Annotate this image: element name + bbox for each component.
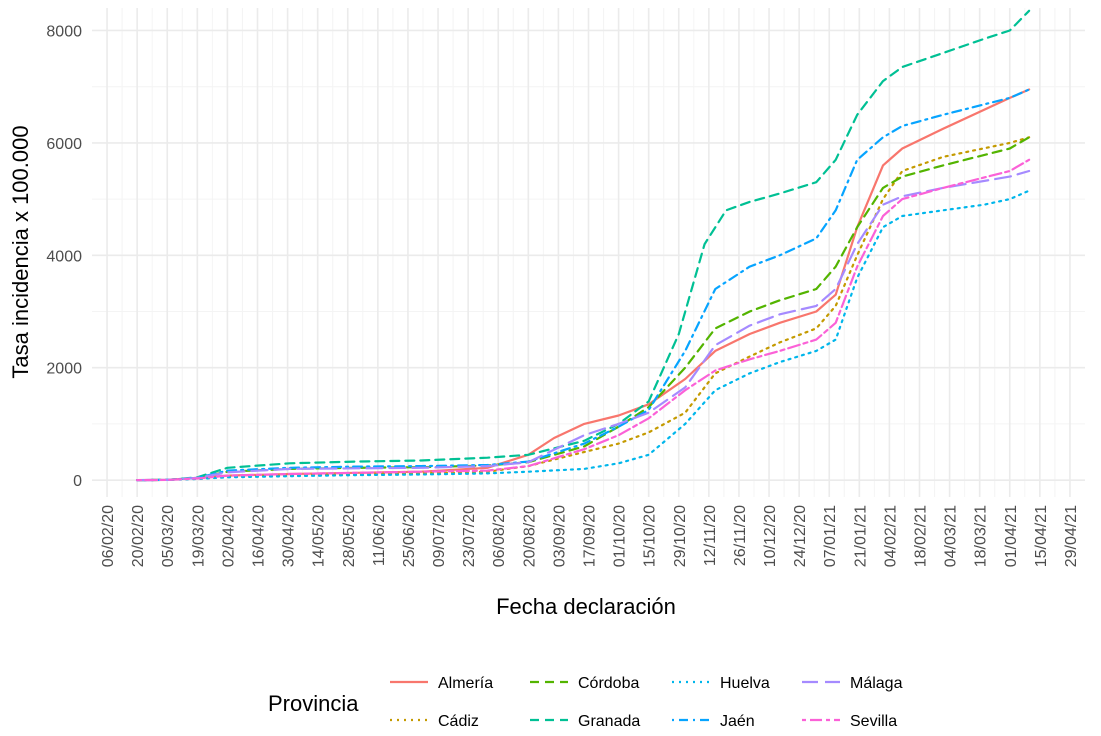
legend: Provincia Almería Cádiz Córdoba Granada Huel… — [268, 675, 903, 730]
legend-item: Huelva — [672, 675, 770, 692]
series-line-huelva — [136, 189, 1031, 482]
x-tick-label: 16/04/20 — [251, 505, 268, 567]
series-lines — [136, 9, 1031, 482]
y-axis-title: Tasa incidencia x 100.000 — [8, 125, 33, 378]
x-tick-label: 01/04/21 — [1003, 505, 1020, 567]
series-line-jaén — [136, 88, 1031, 482]
x-tick-label: 17/09/20 — [582, 505, 599, 567]
series-line-córdoba — [136, 136, 1031, 482]
series-line-almería — [136, 88, 1031, 482]
legend-label: Cádiz — [438, 713, 479, 730]
legend-label: Jaén — [720, 713, 755, 730]
x-tick-label: 25/06/20 — [401, 505, 418, 567]
x-tick-label: 29/10/20 — [672, 505, 689, 567]
x-tick-label: 05/03/20 — [160, 505, 177, 567]
series-line-málaga — [136, 169, 1031, 482]
x-tick-label: 26/11/20 — [732, 505, 749, 566]
x-tick-label: 07/01/21 — [822, 505, 839, 567]
legend-label: Málaga — [850, 675, 903, 692]
legend-item: Granada — [530, 713, 640, 730]
series-line-cádiz — [136, 136, 1031, 482]
legend-item: Málaga — [802, 675, 903, 692]
x-tick-label: 03/09/20 — [551, 505, 568, 567]
x-tick-label: 14/05/20 — [311, 505, 328, 567]
x-tick-label: 18/03/21 — [973, 505, 990, 567]
x-tick-label: 01/10/20 — [612, 505, 629, 567]
legend-label: Córdoba — [578, 675, 639, 692]
x-tick-label: 06/02/20 — [100, 505, 117, 567]
x-tick-label: 15/10/20 — [642, 505, 659, 567]
legend-label: Almería — [438, 675, 493, 692]
x-axis-title: Fecha declaración — [496, 594, 676, 619]
x-tick-label: 11/06/20 — [371, 505, 388, 566]
series-line-granada — [136, 9, 1031, 482]
legend-item: Almería — [390, 675, 493, 692]
y-tick-label: 0 — [73, 473, 82, 490]
legend-item: Cádiz — [390, 713, 479, 730]
x-tick-label: 02/04/20 — [220, 505, 237, 567]
legend-label: Huelva — [720, 675, 770, 692]
legend-title: Provincia — [268, 691, 359, 716]
legend-label: Sevilla — [850, 713, 897, 730]
x-tick-label: 28/05/20 — [341, 505, 358, 567]
legend-item: Córdoba — [530, 675, 639, 692]
x-tick-label: 06/08/20 — [491, 505, 508, 567]
series-line-sevilla — [136, 158, 1031, 482]
x-tick-label: 15/04/21 — [1033, 505, 1050, 567]
x-tick-label: 04/02/21 — [882, 505, 899, 567]
x-tick-label: 23/07/20 — [461, 505, 478, 567]
x-tick-label: 21/01/21 — [852, 505, 869, 567]
legend-item: Jaén — [672, 713, 755, 730]
x-tick-label: 30/04/20 — [281, 505, 298, 567]
x-tick-label: 20/08/20 — [521, 505, 538, 567]
minor-gridlines — [92, 8, 1085, 497]
x-axis-ticks: 06/02/20 20/02/20 05/03/20 19/03/20 02/04/20… — [100, 505, 1080, 567]
y-tick-label: 2000 — [46, 361, 82, 378]
x-tick-label: 20/02/20 — [130, 505, 147, 567]
legend-item: Sevilla — [802, 713, 897, 730]
x-tick-label: 19/03/20 — [190, 505, 207, 567]
x-tick-label: 12/11/20 — [702, 505, 719, 566]
y-tick-label: 8000 — [46, 23, 82, 40]
major-gridlines — [92, 8, 1085, 497]
y-axis-ticks: 0 2000 4000 6000 8000 — [46, 23, 82, 490]
x-tick-label: 29/04/21 — [1063, 505, 1080, 567]
x-tick-label: 24/12/20 — [792, 505, 809, 567]
legend-label: Granada — [578, 713, 640, 730]
y-tick-label: 6000 — [46, 136, 82, 153]
y-tick-label: 4000 — [46, 248, 82, 265]
x-tick-label: 10/12/20 — [762, 505, 779, 567]
x-tick-label: 18/02/21 — [913, 505, 930, 567]
x-tick-label: 09/07/20 — [431, 505, 448, 567]
x-tick-label: 04/03/21 — [943, 505, 960, 567]
